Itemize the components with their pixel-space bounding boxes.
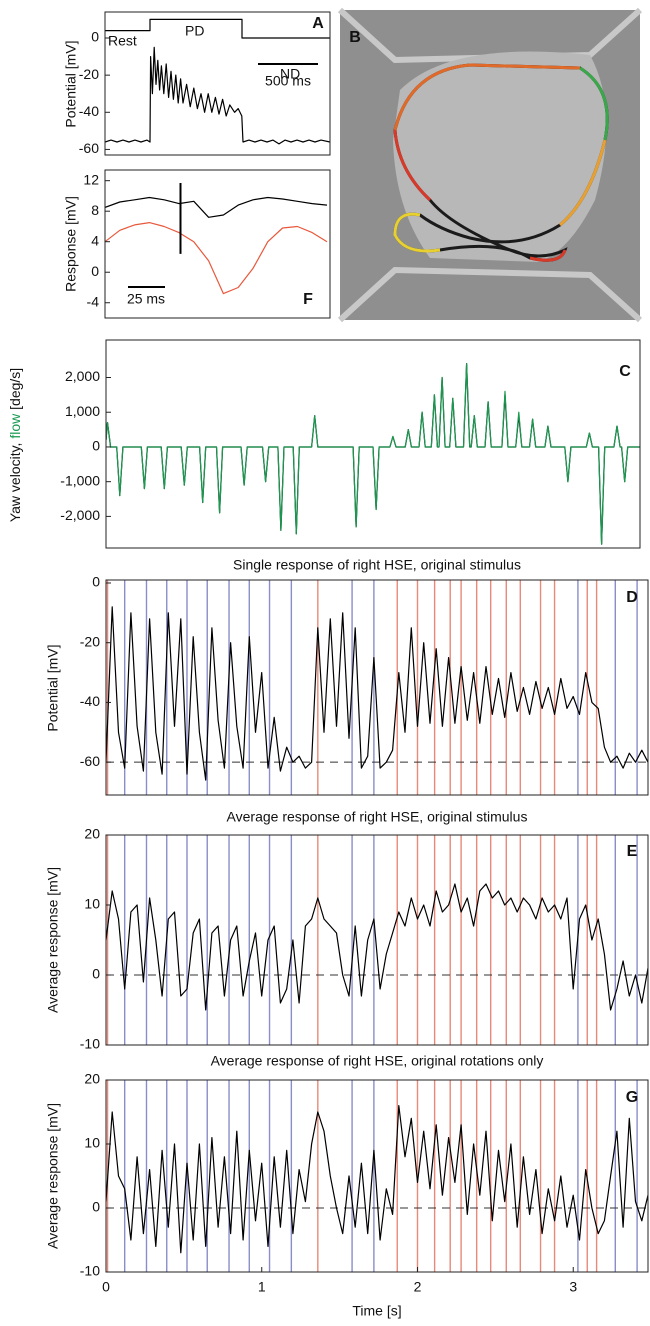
chart-title: Average response of right HSE, original … (211, 1053, 544, 1069)
y-axis-label: Potential [mV] (45, 644, 61, 731)
y-axis-label: Average response [mV] (45, 1103, 61, 1249)
y-tick-label: 10 (84, 1135, 100, 1151)
x-tick-label: 1 (258, 1279, 266, 1295)
trace (105, 18, 330, 39)
y-axis-label: Average response [mV] (45, 867, 61, 1013)
plot-area (106, 363, 640, 545)
trace (106, 883, 648, 1011)
plot-area (106, 580, 648, 795)
y-tick-label: 0 (92, 1199, 100, 1215)
trace (106, 606, 648, 781)
y-tick-label: 1,000 (65, 403, 100, 419)
panel-letter: C (619, 363, 631, 380)
panel-letter: F (303, 291, 313, 308)
y-tick-label: -60 (79, 140, 99, 156)
trajectory-segment (393, 212, 441, 253)
chart-title: Average response of right HSE, original … (227, 809, 528, 825)
axes-frame (104, 11, 331, 156)
axes-frame (105, 579, 649, 796)
panel-letter: D (626, 589, 638, 606)
chart-title: Single response of right HSE, original s… (233, 557, 521, 573)
y-tick-label: -20 (80, 633, 100, 649)
y-tick-label: -1,000 (60, 472, 100, 488)
plot-area (105, 18, 330, 145)
panel-letter: A (312, 15, 324, 32)
plot-area (106, 835, 648, 1045)
panel-letter: B (349, 29, 361, 46)
y-tick-label: 0 (91, 263, 99, 279)
y-tick-label: -40 (79, 103, 99, 119)
y-tick-label: 0 (92, 438, 100, 454)
y-tick-label: -60 (80, 753, 100, 769)
trace (106, 363, 640, 545)
y-tick-label: 8 (91, 202, 99, 218)
y-tick-label: -40 (80, 693, 100, 709)
y-tick-label: 12 (83, 171, 99, 187)
x-tick-label: 3 (569, 1279, 577, 1295)
axes-frame (105, 339, 641, 549)
x-tick-label: 0 (102, 1279, 110, 1295)
trace (105, 196, 328, 218)
photo-panel (337, 7, 643, 323)
y-tick-label: -10 (80, 1263, 100, 1279)
trace (106, 1105, 648, 1254)
scale-bar-label: 25 ms (127, 291, 165, 307)
y-axis-label: Yaw velocity, flow [deg/s] (7, 368, 23, 522)
annotation: PD (185, 23, 204, 39)
trajectory-segment (529, 249, 567, 262)
trajectory-segment (393, 63, 581, 131)
y-tick-label: 2,000 (65, 368, 100, 384)
plot-area (105, 196, 328, 295)
y-tick-label: 0 (91, 29, 99, 45)
panel-letter: G (626, 1089, 638, 1106)
y-tick-label: -20 (79, 66, 99, 82)
axes-frame (104, 169, 331, 319)
y-tick-label: 0 (92, 574, 100, 590)
y-axis-label: Response [mV] (63, 196, 79, 292)
axes-frame (105, 834, 649, 1046)
y-tick-label: -2,000 (60, 507, 100, 523)
annotation: Rest (108, 33, 137, 49)
trajectory-segment (393, 129, 432, 202)
trace (105, 46, 330, 145)
axes-frame (105, 1079, 649, 1273)
scale-bar-label: 500 ms (265, 73, 311, 89)
y-axis-label-part: Yaw velocity, (7, 439, 23, 523)
y-tick-label: 20 (84, 826, 100, 842)
y-tick-label: 0 (92, 966, 100, 982)
y-tick-label: 20 (84, 1071, 100, 1087)
y-axis-label-part: flow (7, 413, 23, 439)
y-axis-label-part: [deg/s] (7, 368, 23, 414)
y-tick-label: -10 (80, 1036, 100, 1052)
trajectory-segment (579, 66, 609, 141)
trajectory-segment (559, 139, 607, 227)
panel-letter: E (627, 843, 638, 860)
x-tick-label: 2 (414, 1279, 422, 1295)
photo-floor (393, 51, 607, 263)
x-axis-label: Time [s] (352, 1303, 401, 1319)
y-tick-label: 10 (84, 896, 100, 912)
y-tick-label: -4 (87, 293, 100, 309)
annotation: ND (280, 66, 300, 82)
trace (105, 222, 328, 295)
y-axis-label: Potential [mV] (63, 40, 79, 127)
y-tick-label: 4 (91, 232, 99, 248)
plot-area (106, 1080, 648, 1272)
